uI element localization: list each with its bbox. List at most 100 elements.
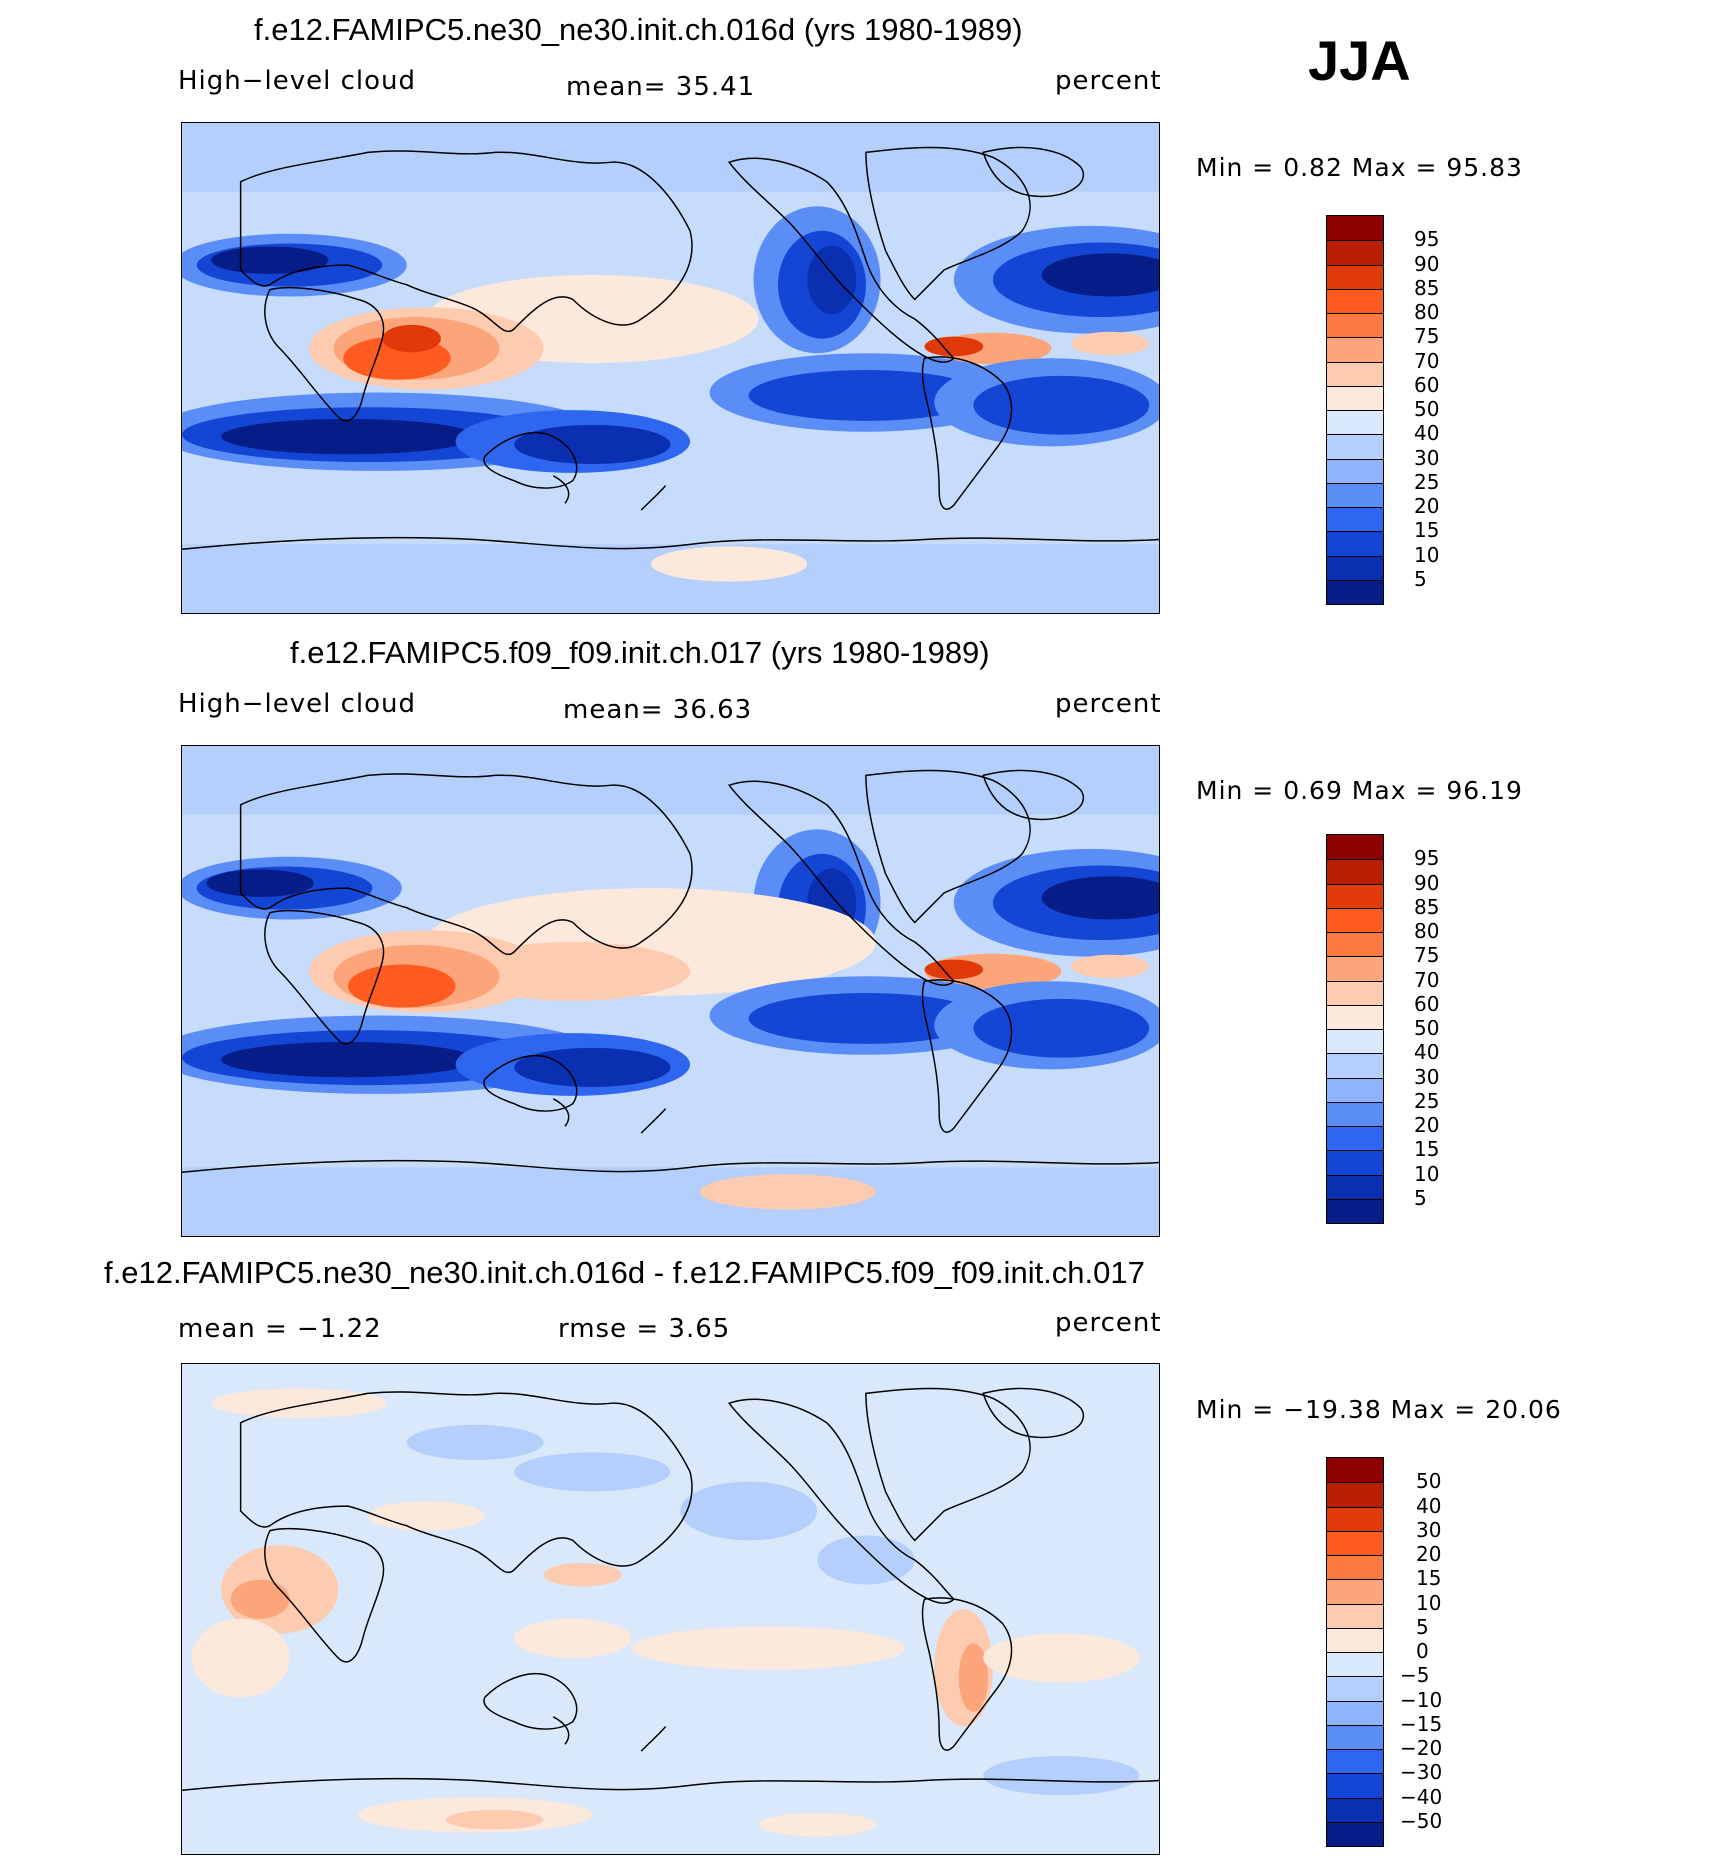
colorbar-label: 60 [1414,372,1440,397]
colorbar-cell [1327,1029,1383,1054]
panel1-map [181,122,1160,614]
colorbar-cell [1327,410,1383,435]
colorbar-cell [1327,1652,1383,1677]
panel3-map [181,1363,1160,1855]
colorbar-cell [1327,1101,1383,1126]
panel1-map-svg [182,123,1159,613]
colorbar-label: 15 [1414,1137,1440,1162]
colorbar-label: −20 [1400,1736,1443,1760]
colorbar-label: 5 [1414,1185,1427,1210]
colorbar-cell [1327,859,1383,884]
colorbar-cell [1327,240,1383,265]
panel2-colorbar [1326,834,1384,1224]
colorbar-cell [1327,956,1383,981]
colorbar-label: 30 [1414,1064,1440,1089]
colorbar-label: 50 [1416,1469,1442,1494]
colorbar-cell [1327,883,1383,908]
colorbar-label: −50 [1400,1808,1443,1833]
colorbar-cell [1327,507,1383,532]
colorbar-cell [1327,1627,1383,1652]
panel2-variable-label: High−level cloud [178,689,417,719]
panel3-colorbar [1326,1457,1384,1847]
colorbar-cell [1327,216,1383,241]
colorbar-cell [1327,1077,1383,1102]
panel2-title: f.e12.FAMIPC5.f09_f09.init.ch.017 (yrs 1… [290,635,990,670]
panel2-units-label: percent [1055,689,1162,719]
panel1-colorbar [1326,215,1384,605]
colorbar-label: 40 [1414,1040,1440,1065]
panel1-title: f.e12.FAMIPC5.ne30_ne30.init.ch.016d (yr… [254,12,1023,47]
colorbar-label: 25 [1414,469,1440,494]
colorbar-cell [1327,1530,1383,1555]
colorbar-label: 80 [1414,919,1440,943]
colorbar-label: 20 [1414,494,1440,518]
colorbar-label: 15 [1416,1566,1442,1591]
colorbar-cell [1327,1676,1383,1701]
colorbar-label: 20 [1414,1113,1440,1137]
panel3-map-svg [182,1364,1159,1854]
colorbar-cell [1327,932,1383,957]
colorbar-label: 85 [1414,275,1440,300]
colorbar-cell [1327,1126,1383,1151]
panel1-variable-label: High−level cloud [178,66,417,96]
colorbar-cell [1327,579,1383,604]
colorbar-label: −10 [1400,1687,1443,1712]
panel3-mean-label: mean = −1.22 [178,1314,382,1344]
colorbar-label: 95 [1414,227,1440,252]
colorbar-cell [1327,1150,1383,1175]
season-label: JJA [1308,29,1411,92]
colorbar-cell [1327,907,1383,932]
colorbar-cell [1327,337,1383,362]
colorbar-cell [1327,980,1383,1005]
colorbar-label: 85 [1414,894,1440,919]
colorbar-cell [1327,1700,1383,1725]
panel2-map-svg [182,746,1159,1236]
colorbar-label: 25 [1414,1088,1440,1113]
colorbar-label: −5 [1400,1663,1430,1688]
colorbar-label: 10 [1416,1590,1442,1615]
colorbar-cell [1327,1053,1383,1078]
colorbar-label: 50 [1414,397,1440,421]
colorbar-cell [1327,1198,1383,1223]
colorbar-cell [1327,1506,1383,1531]
colorbar-label: −30 [1400,1760,1443,1785]
colorbar-cell [1327,1004,1383,1029]
colorbar-cell [1327,1749,1383,1774]
colorbar-cell [1327,1482,1383,1507]
colorbar-cell [1327,288,1383,313]
colorbar-label: 5 [1414,566,1427,591]
panel3-title: f.e12.FAMIPC5.ne30_ne30.init.ch.016d - f… [104,1255,1145,1290]
colorbar-label: 95 [1414,846,1440,871]
colorbar-label: 30 [1416,1517,1442,1542]
colorbar-cell [1327,361,1383,386]
colorbar-label: 75 [1414,943,1440,968]
colorbar-label: −15 [1400,1711,1443,1736]
panel3-minmax: Min = −19.38 Max = 20.06 [1196,1395,1562,1424]
colorbar-cell [1327,1724,1383,1749]
panel2-mean-label: mean= 36.63 [563,695,753,725]
colorbar-label: 70 [1414,967,1440,992]
colorbar-label: 80 [1414,300,1440,324]
colorbar-label: 90 [1414,251,1440,276]
colorbar-cell [1327,458,1383,483]
colorbar-cell [1327,1174,1383,1199]
panel3-rmse-label: rmse = 3.65 [558,1314,731,1344]
colorbar-label: 20 [1416,1542,1442,1566]
colorbar-cell [1327,264,1383,289]
colorbar-cell [1327,1821,1383,1846]
colorbar-cell [1327,555,1383,580]
colorbar-label: 30 [1414,445,1440,470]
colorbar-cell [1327,482,1383,507]
colorbar-cell [1327,1773,1383,1798]
colorbar-label: 15 [1414,518,1440,543]
colorbar-label: 70 [1414,348,1440,373]
colorbar-cell [1327,1603,1383,1628]
colorbar-label: 10 [1414,542,1440,567]
colorbar-label: 75 [1414,324,1440,349]
colorbar-label: 40 [1416,1493,1442,1518]
colorbar-cell [1327,1458,1383,1483]
colorbar-cell [1327,434,1383,459]
colorbar-label: 50 [1414,1016,1440,1040]
colorbar-cell [1327,531,1383,556]
colorbar-label: 90 [1414,870,1440,895]
